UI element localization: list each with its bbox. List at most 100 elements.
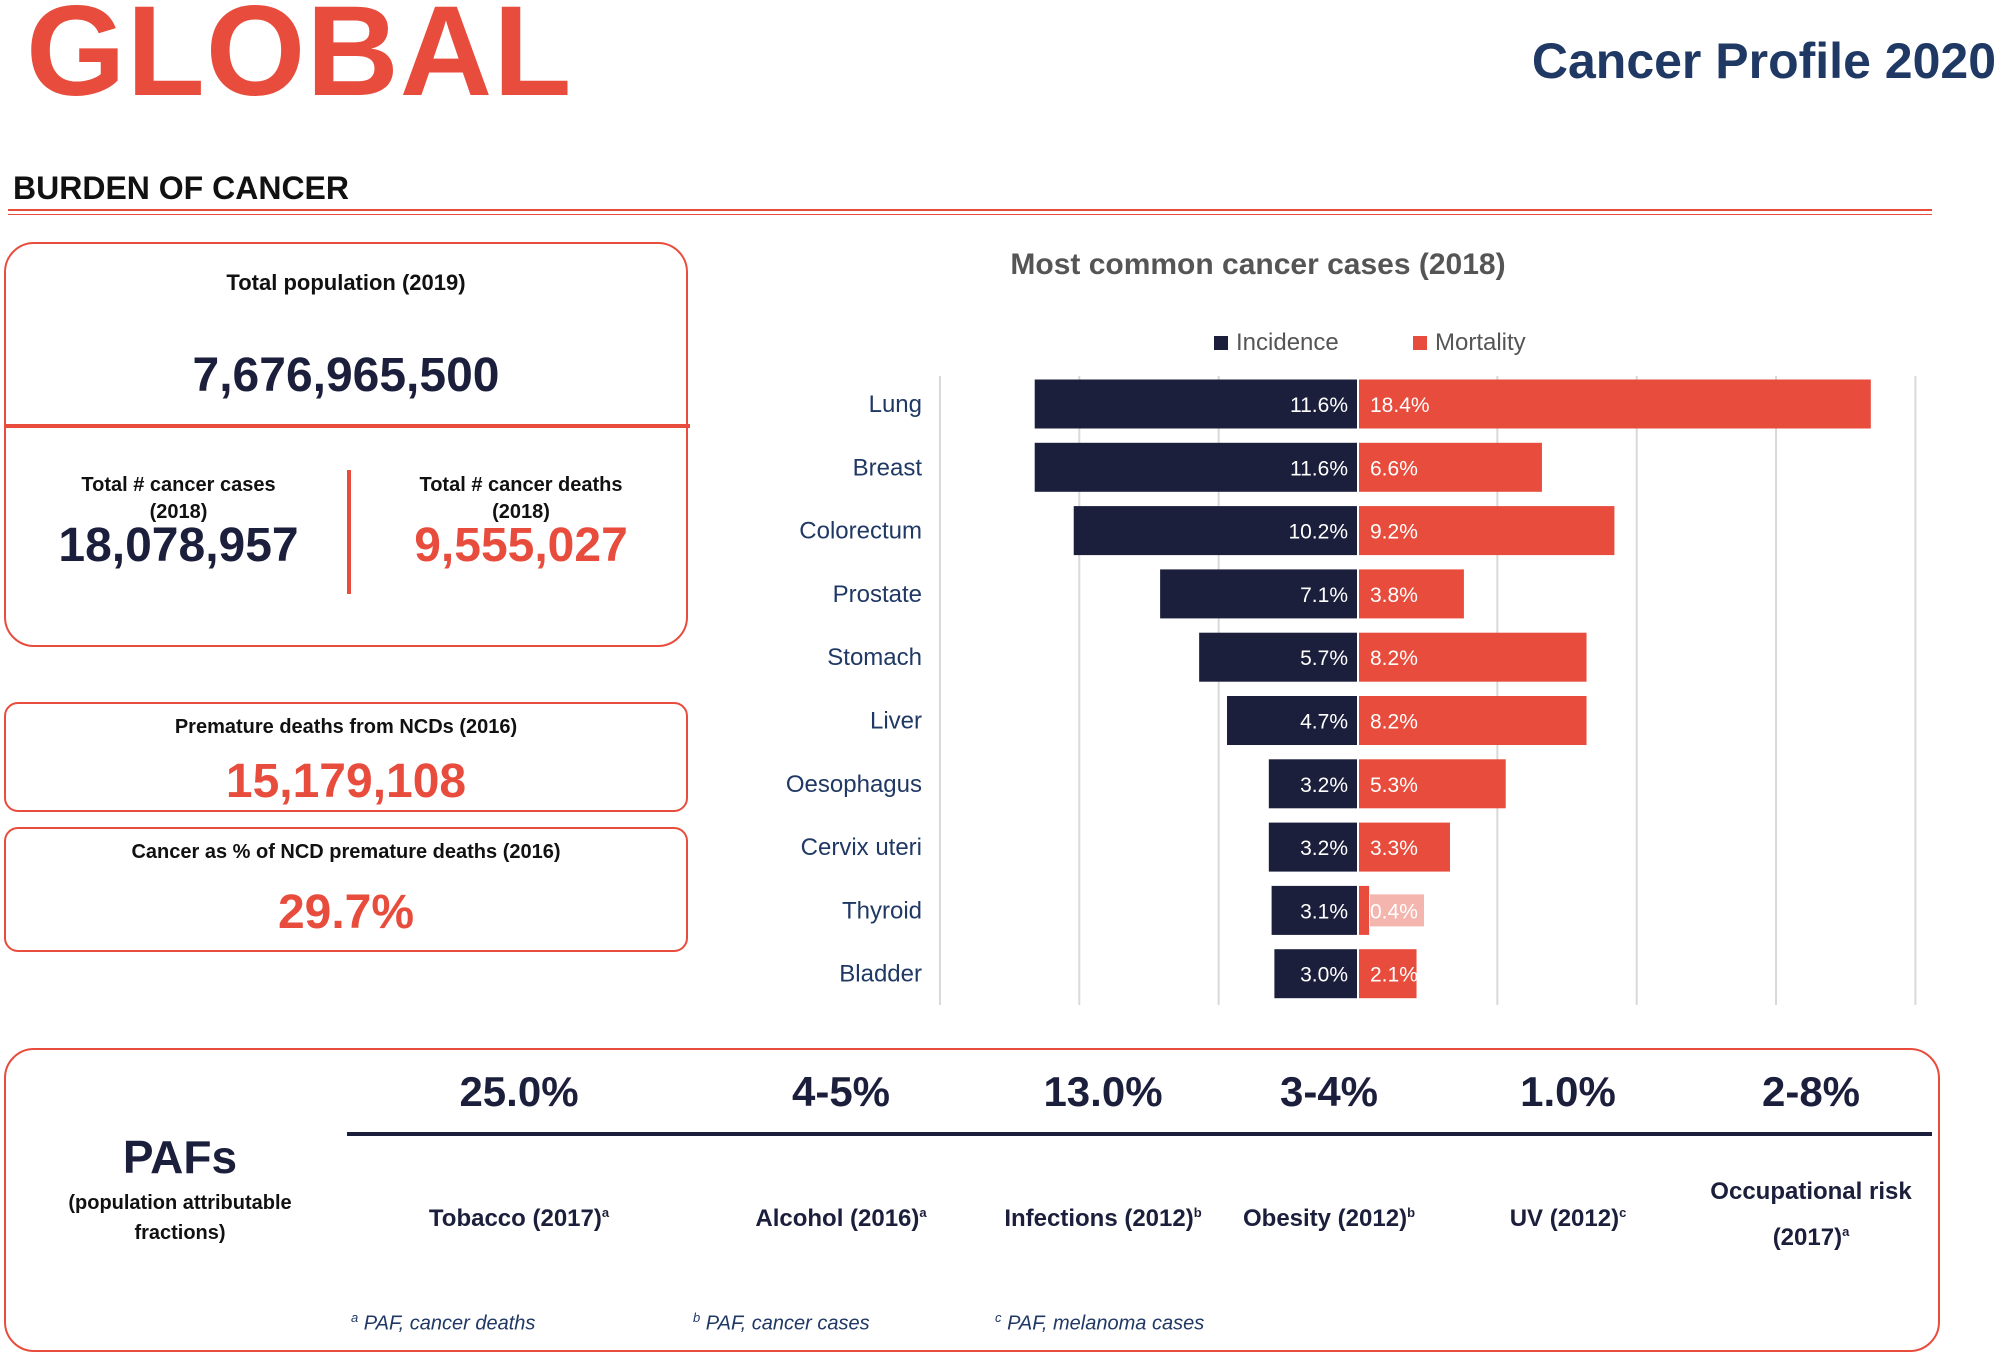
divider — [8, 214, 1932, 215]
pafs-subtitle: (population attributable — [68, 1192, 292, 1214]
deaths-value: 9,555,027 — [414, 519, 628, 572]
mortality-bar — [1358, 822, 1450, 872]
mortality-data-label: 6.6% — [1370, 457, 1418, 480]
category-label: Prostate — [833, 581, 922, 608]
paf-value: 4-5% — [791, 1068, 891, 1115]
paf-footnote-mark: a — [919, 1205, 927, 1220]
paf-label: Occupational risk (2017)a — [1681, 1172, 1941, 1258]
divider — [347, 470, 351, 594]
footnote: a PAF, cancer deaths — [351, 1310, 535, 1336]
cancer-pct-card: Cancer as % of NCD premature deaths (201… — [4, 827, 688, 952]
paf-footnote-mark: a — [1842, 1224, 1850, 1239]
premature-value: 15,179,108 — [225, 755, 467, 808]
mortality-data-label: 18.4% — [1370, 394, 1430, 417]
mortality-data-label: 3.8% — [1370, 584, 1418, 607]
premature-card: Premature deaths from NCDs (2016) 15,179… — [4, 702, 688, 812]
legend-incidence: Incidence — [1214, 329, 1339, 357]
incidence-bar — [1268, 822, 1358, 872]
cases-label: Total # cancer cases — [81, 474, 276, 496]
legend-label: Incidence — [1236, 329, 1339, 356]
mortality-data-label: 3.3% — [1370, 837, 1418, 860]
incidence-bar — [1268, 759, 1358, 809]
mortality-bar — [1358, 696, 1587, 745]
category-label: Breast — [853, 454, 923, 481]
pafs-card — [4, 1048, 1940, 1352]
paf-value: 3-4% — [1279, 1068, 1379, 1115]
incidence-data-label: 3.2% — [1300, 837, 1348, 860]
paf-label: Obesity (2012)b — [1199, 1193, 1459, 1239]
legend-label: Mortality — [1435, 329, 1526, 356]
chart-plot: Lung 11.6% 18.4% Breast 11.6% 6.6% Colorectum 1… — [786, 376, 1917, 1005]
incidence-bar — [1227, 696, 1358, 745]
incidence-data-label: 11.6% — [1290, 394, 1348, 417]
incidence-data-label: 10.2% — [1288, 521, 1348, 544]
paf-footnote-mark: c — [1619, 1205, 1627, 1220]
deaths-year: (2018) — [492, 501, 550, 523]
cases-year: (2018) — [149, 501, 208, 523]
footnote-mark: a — [351, 1310, 359, 1325]
incidence-data-label: 3.2% — [1300, 774, 1348, 797]
legend-swatch — [1214, 336, 1228, 350]
category-label: Colorectum — [799, 518, 922, 545]
paf-label: UV (2012)c — [1438, 1193, 1698, 1239]
incidence-data-label: 5.7% — [1300, 647, 1348, 670]
mortality-data-label: 8.2% — [1370, 647, 1418, 670]
category-label: Bladder — [839, 961, 922, 988]
footnote-text: PAF, melanoma cases — [1007, 1312, 1205, 1335]
incidence-data-label: 3.1% — [1300, 900, 1348, 923]
deaths-stat: Total # cancer deaths (2018) 9,555,027 — [351, 470, 691, 573]
divider — [4, 424, 690, 428]
footnote-mark: b — [693, 1310, 701, 1325]
population-value: 7,676,965,500 — [192, 349, 500, 402]
footnote: c PAF, melanoma cases — [995, 1310, 1204, 1336]
paf-label-text: Alcohol (2016) — [755, 1205, 920, 1232]
paf-value: 2-8% — [1761, 1068, 1861, 1115]
chart-title: Most common cancer cases (2018) — [1010, 248, 1506, 281]
category-label: Oesophagus — [786, 771, 922, 798]
paf-value: 13.0% — [1043, 1068, 1163, 1115]
cases-stat: Total # cancer cases (2018) 18,078,957 — [6, 470, 351, 573]
paf-label: Tobacco (2017)a — [389, 1193, 649, 1239]
paf-label-text: Occupational risk — [1710, 1178, 1912, 1205]
paf-label-text: Tobacco (2017) — [428, 1205, 602, 1232]
cases-value: 18,078,957 — [58, 519, 299, 572]
category-label: Stomach — [827, 644, 922, 671]
pafs-subtitle: fractions) — [134, 1222, 226, 1244]
mortality-bar — [1358, 632, 1587, 682]
category-label: Liver — [870, 708, 922, 735]
paf-label-text: Obesity (2012) — [1242, 1205, 1408, 1232]
incidence-bar — [1034, 379, 1358, 429]
pafs-title: PAFs — [122, 1131, 238, 1183]
footnote-text: PAF, cancer deaths — [363, 1312, 536, 1335]
population-card: Total population (2019) 7,676,965,500 To… — [4, 242, 691, 647]
mortality-bar — [1358, 442, 1542, 492]
footnote: b PAF, cancer cases — [693, 1310, 870, 1336]
incidence-data-label: 11.6% — [1290, 457, 1348, 480]
paf-footnote-mark: b — [1407, 1205, 1416, 1220]
category-label: Lung — [869, 391, 922, 418]
mortality-bar — [1358, 885, 1370, 935]
mortality-data-label: 8.2% — [1370, 711, 1418, 734]
incidence-bar — [1034, 442, 1358, 492]
paf-footnote-mark: b — [1193, 1205, 1202, 1220]
mortality-data-label: 5.3% — [1370, 774, 1418, 797]
mortality-bar — [1358, 506, 1615, 556]
mortality-data-label: 0.4% — [1370, 900, 1418, 923]
legend-mortality: Mortality — [1413, 329, 1526, 357]
incidence-data-label: 3.0% — [1300, 964, 1348, 987]
page-title: GLOBAL — [26, 0, 573, 123]
incidence-data-label: 7.1% — [1300, 584, 1348, 607]
mortality-bar — [1358, 379, 1871, 429]
mortality-data-label: 9.2% — [1370, 521, 1418, 544]
pafs-heading: PAFs (population attributable fractions) — [30, 1130, 330, 1248]
divider — [8, 209, 1932, 211]
paf-label-year: (2017) — [1772, 1224, 1843, 1251]
paf-label-text: Infections (2012) — [1004, 1205, 1194, 1232]
mortality-bar — [1358, 569, 1464, 619]
paf-label: Infections (2012)b — [973, 1193, 1233, 1239]
footnote-mark: c — [995, 1310, 1002, 1325]
incidence-bar — [1274, 949, 1358, 999]
cancer-pct-value: 29.7% — [277, 886, 415, 939]
page-subtitle: Cancer Profile 2020 — [1531, 33, 1996, 89]
paf-value: 25.0% — [459, 1068, 579, 1115]
